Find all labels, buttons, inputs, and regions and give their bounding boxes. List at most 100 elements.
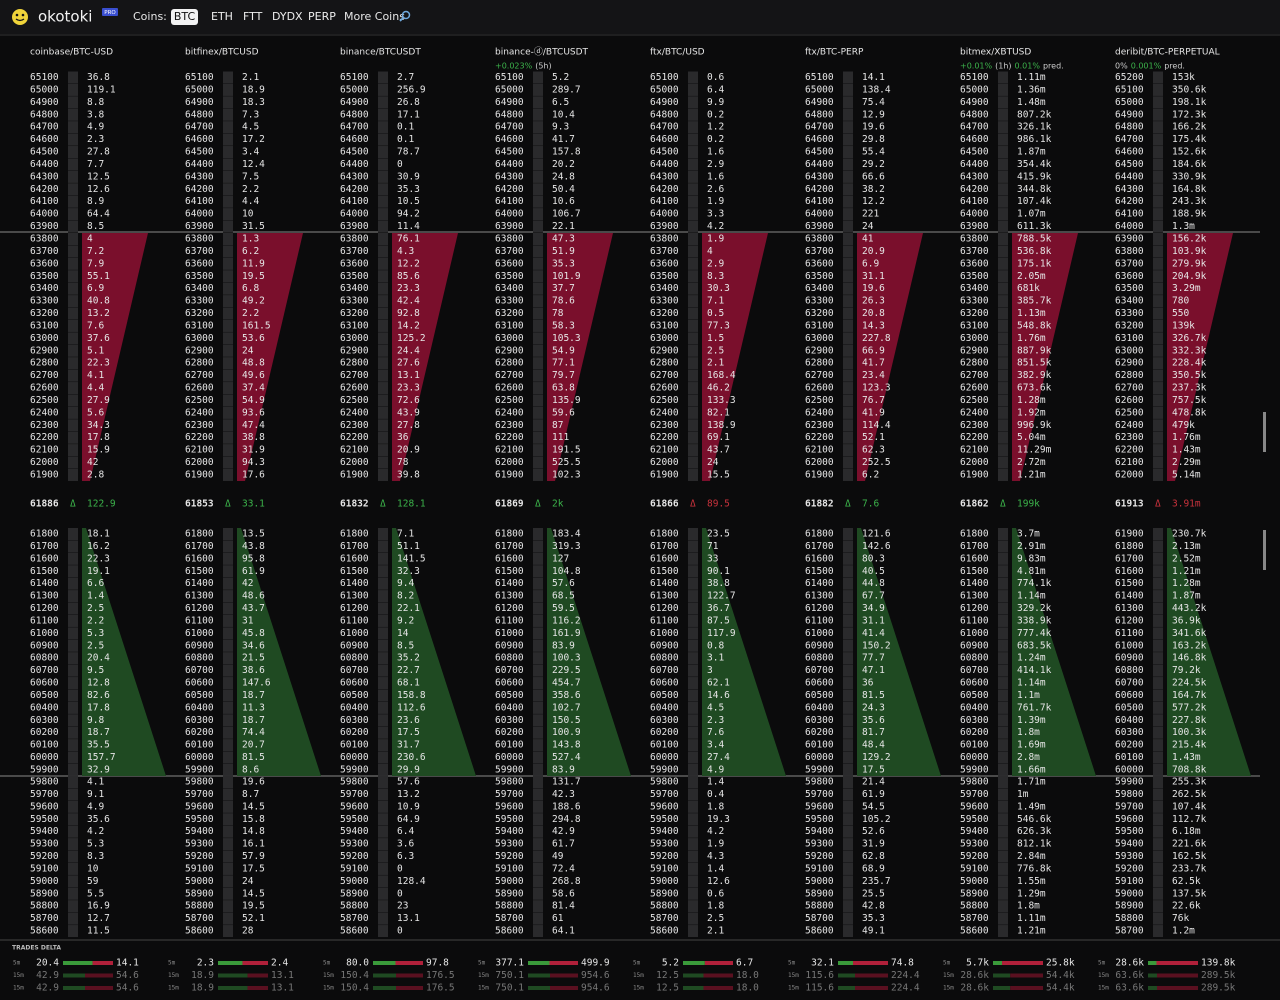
column-title[interactable]: ftx/BTC/USD <box>650 48 705 58</box>
coin-tab[interactable]: PERP <box>308 10 336 23</box>
volume-cell <box>533 925 543 938</box>
volume-cell <box>223 900 233 913</box>
buy-bar <box>993 961 1003 965</box>
size: 1.24m <box>1017 653 1046 664</box>
volume-cell <box>688 751 698 764</box>
scrollbar[interactable] <box>1263 530 1266 570</box>
volume-cell <box>68 577 78 590</box>
buy-bar <box>683 961 705 965</box>
coin-tab[interactable]: ETH <box>211 10 233 23</box>
price: 60300 <box>805 715 834 726</box>
size: 37.7 <box>552 283 575 294</box>
size: 72.4 <box>552 863 575 874</box>
price: 63700 <box>960 246 989 257</box>
price: 63000 <box>960 333 989 344</box>
price: 63900 <box>340 221 369 232</box>
price: 60900 <box>1115 653 1144 664</box>
volume-cell <box>998 468 1008 481</box>
column-title[interactable]: deribit/BTC-PERPETUAL <box>1115 48 1220 58</box>
price: 62800 <box>30 358 59 369</box>
search-icon[interactable] <box>401 10 411 20</box>
price: 59800 <box>805 777 834 788</box>
price: 60700 <box>1115 678 1144 689</box>
size: 3.29m <box>1172 283 1201 294</box>
size: 2.5 <box>707 345 724 356</box>
volume-cell <box>378 850 388 863</box>
volume-cell <box>1153 357 1163 370</box>
size: 7.1 <box>707 296 724 307</box>
price: 63500 <box>30 271 59 282</box>
volume-cell <box>1153 71 1163 84</box>
volume-cell <box>533 602 543 615</box>
size: 3.6 <box>397 839 414 850</box>
column-title[interactable]: ftx/BTC-PERP <box>805 48 864 58</box>
size: 0.4 <box>707 789 724 800</box>
price: 62100 <box>30 445 59 456</box>
size: 30.3 <box>707 283 730 294</box>
price: 63000 <box>30 333 59 344</box>
size: 10.4 <box>552 109 575 120</box>
price: 59600 <box>185 801 214 812</box>
size: 41.7 <box>862 358 885 369</box>
logo-text[interactable]: okotoki <box>38 8 92 26</box>
price: 62200 <box>30 432 59 443</box>
size: 31.7 <box>397 740 420 751</box>
size: 85.6 <box>397 271 420 282</box>
volume-cell <box>533 357 543 370</box>
size: 681k <box>1017 283 1040 294</box>
price: 59000 <box>495 876 524 887</box>
size: 22.7 <box>397 665 420 676</box>
price: 58700 <box>340 913 369 924</box>
volume-cell <box>533 394 543 407</box>
coin-tab[interactable]: FTT <box>243 10 263 23</box>
volume-cell <box>533 158 543 171</box>
size: 9.5 <box>87 665 104 676</box>
volume-cell <box>223 295 233 308</box>
column-title[interactable]: binance/BTCUSDT <box>340 48 421 58</box>
volume-cell <box>533 332 543 345</box>
size: 326.7k <box>1172 333 1207 344</box>
price: 59100 <box>1115 876 1144 887</box>
coin-tab[interactable]: BTC <box>174 10 196 23</box>
volume-cell <box>68 614 78 627</box>
size: 38.8 <box>707 578 730 589</box>
size: 35.3 <box>552 258 575 269</box>
size: 25.5 <box>862 888 885 899</box>
price: 62100 <box>960 445 989 456</box>
price: 63800 <box>340 234 369 245</box>
size: 21.4 <box>862 777 885 788</box>
scrollbar[interactable] <box>1263 412 1266 452</box>
column-title[interactable]: binance-ⓓ/BTCUSDT <box>495 47 589 58</box>
price: 63700 <box>30 246 59 257</box>
volume-cell <box>68 344 78 357</box>
size: 3.3 <box>707 209 724 220</box>
volume-cell <box>378 233 388 245</box>
size: 4.1 <box>87 777 104 788</box>
buy-delta: 5.7k <box>966 958 989 969</box>
price: 62900 <box>340 345 369 356</box>
column-title[interactable]: bitfinex/BTCUSD <box>185 48 259 58</box>
size: 123.3 <box>862 383 891 394</box>
coin-tabs: BTC ETH FTT DYDX PERP <box>171 9 336 25</box>
logo-icon[interactable] <box>12 9 28 25</box>
size: 64.4 <box>87 209 110 220</box>
volume-cell <box>1153 788 1163 801</box>
column-title[interactable]: bitmex/XBTUSD <box>960 48 1031 58</box>
volume-cell <box>223 577 233 590</box>
column-title[interactable]: coinbase/BTC-USD <box>30 48 113 58</box>
volume-cell <box>378 577 388 590</box>
more-coins[interactable]: More Coins <box>344 10 405 23</box>
price: 58900 <box>960 888 989 899</box>
price: 63700 <box>495 246 524 257</box>
price: 60800 <box>340 653 369 664</box>
volume-cell <box>68 627 78 640</box>
volume-cell <box>688 419 698 432</box>
coin-tab[interactable]: DYDX <box>272 10 303 23</box>
price: 59200 <box>1115 863 1144 874</box>
volume-cell <box>688 444 698 457</box>
size: 4.9 <box>87 122 104 133</box>
price: 63500 <box>495 271 524 282</box>
price: 60100 <box>1115 752 1144 763</box>
size: 708.8k <box>1172 764 1207 775</box>
price: 62600 <box>495 383 524 394</box>
